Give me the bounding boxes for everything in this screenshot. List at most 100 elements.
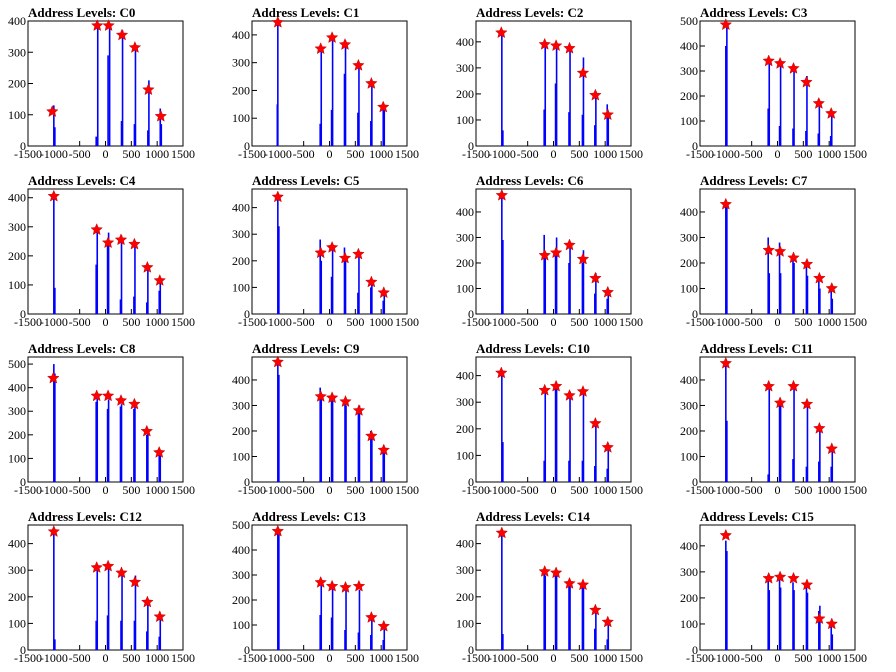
- panel-5: Address Levels: C5 0 100 200 300 400 -1500-100…: [232, 173, 419, 329]
- peak-marker: [47, 371, 60, 384]
- peak-marker: [153, 445, 166, 458]
- panel-title: Address Levels: C11: [700, 341, 813, 356]
- peak-marker: [352, 404, 366, 416]
- y-tick-label: 200: [456, 590, 474, 604]
- peak-marker: [601, 285, 614, 298]
- y-tick-label: 400: [8, 14, 26, 28]
- y-tick-label: 200: [8, 590, 26, 604]
- x-tick-label: 0: [551, 147, 557, 161]
- x-tick-label: 1500: [171, 651, 195, 665]
- y-tick-label: 0: [244, 643, 250, 657]
- peak-marker: [90, 561, 103, 573]
- panel-0: Address Levels: C0 0 100 200 300 400 -1500-100…: [8, 5, 195, 161]
- y-tick-label: 100: [456, 448, 474, 462]
- y-tick-label: 300: [8, 45, 26, 59]
- peak-marker: [538, 383, 551, 396]
- y-tick-label: 0: [468, 307, 474, 321]
- peak-marker: [825, 281, 839, 294]
- panel-title: Address Levels: C15: [700, 509, 814, 524]
- panel-title: Address Levels: C14: [476, 509, 590, 524]
- x-tick-label: 0: [103, 651, 109, 665]
- x-tick-label: 1000: [817, 147, 841, 161]
- x-tick-label: 0: [551, 315, 557, 329]
- peak-marker: [563, 576, 576, 589]
- y-tick-label: 0: [20, 307, 26, 321]
- peak-marker: [576, 385, 590, 397]
- x-tick-label: 0: [551, 483, 557, 497]
- panel-title: Address Levels: C3: [700, 5, 808, 20]
- peak-marker: [813, 612, 826, 625]
- y-tick-label: 0: [468, 643, 474, 657]
- peak-marker: [813, 271, 826, 284]
- x-tick-label: 1000: [817, 651, 841, 665]
- x-tick-label: -1000: [488, 315, 516, 329]
- x-tick-label: 0: [775, 315, 781, 329]
- y-tick-label: 400: [456, 369, 474, 383]
- peak-marker: [787, 251, 800, 264]
- panel-13: Address Levels: C13 0 100 200 300 400 500 -1500…: [232, 509, 419, 665]
- peak-marker: [538, 37, 551, 50]
- panel-title: Address Levels: C13: [252, 509, 366, 524]
- peak-marker: [563, 41, 576, 54]
- x-tick-label: -500: [69, 315, 91, 329]
- peak-marker: [271, 524, 284, 537]
- x-tick-label: -1000: [712, 147, 740, 161]
- x-tick-label: -500: [293, 651, 315, 665]
- x-tick-label: 500: [570, 147, 588, 161]
- x-tick-label: 1500: [171, 483, 195, 497]
- peak-marker: [339, 580, 352, 593]
- peak-marker: [352, 58, 365, 71]
- panel-2: Address Levels: C2 0 100 200 300 400 -1500-100…: [456, 5, 643, 161]
- peak-marker: [153, 274, 167, 286]
- y-tick-label: 400: [232, 28, 250, 42]
- x-tick-label: 1000: [145, 147, 169, 161]
- peak-marker: [325, 391, 339, 404]
- peak-marker: [773, 56, 787, 69]
- x-tick-label: -500: [69, 483, 91, 497]
- y-tick-label: 200: [680, 424, 698, 438]
- x-tick-label: -1000: [264, 315, 292, 329]
- panel-title: Address Levels: C2: [476, 5, 583, 20]
- panel-1: Address Levels: C1 0 100 200 300 400 -1500-100…: [232, 5, 419, 161]
- x-tick-label: -1500: [238, 147, 266, 161]
- x-tick-label: -1000: [40, 483, 68, 497]
- peak-marker: [538, 564, 551, 577]
- y-tick-label: 200: [456, 87, 474, 101]
- peak-marker: [589, 271, 602, 284]
- x-tick-label: -1000: [488, 147, 516, 161]
- x-tick-label: 500: [122, 651, 140, 665]
- y-tick-label: 200: [8, 249, 26, 263]
- x-tick-label: -1000: [712, 315, 740, 329]
- y-tick-label: 100: [8, 278, 26, 292]
- x-tick-label: -500: [69, 147, 91, 161]
- peak-marker: [762, 54, 775, 67]
- peak-marker: [495, 526, 508, 539]
- peak-marker: [377, 443, 391, 456]
- x-tick-label: 1500: [395, 147, 419, 161]
- peak-marker: [549, 379, 563, 392]
- x-tick-label: -1500: [686, 651, 714, 665]
- x-tick-label: 0: [103, 147, 109, 161]
- peak-marker: [576, 66, 590, 79]
- y-tick-label: 200: [680, 89, 698, 103]
- y-tick-label: 300: [456, 563, 474, 577]
- y-tick-label: 400: [680, 205, 698, 219]
- y-tick-label: 400: [456, 35, 474, 49]
- peak-marker: [719, 18, 732, 31]
- y-tick-label: 300: [456, 230, 474, 244]
- peak-marker: [338, 251, 352, 264]
- y-tick-label: 0: [20, 139, 26, 153]
- peak-marker: [314, 389, 327, 402]
- peak-marker: [365, 275, 378, 288]
- y-tick-label: 400: [680, 39, 698, 53]
- y-tick-label: 400: [680, 373, 698, 387]
- x-tick-label: 1000: [145, 483, 169, 497]
- x-tick-label: -1000: [488, 483, 516, 497]
- x-tick-label: -1500: [686, 315, 714, 329]
- x-tick-label: 0: [775, 483, 781, 497]
- peak-marker: [102, 19, 115, 31]
- x-tick-label: 1000: [369, 315, 393, 329]
- panel-title: Address Levels: C4: [28, 173, 136, 188]
- peak-marker: [800, 257, 814, 270]
